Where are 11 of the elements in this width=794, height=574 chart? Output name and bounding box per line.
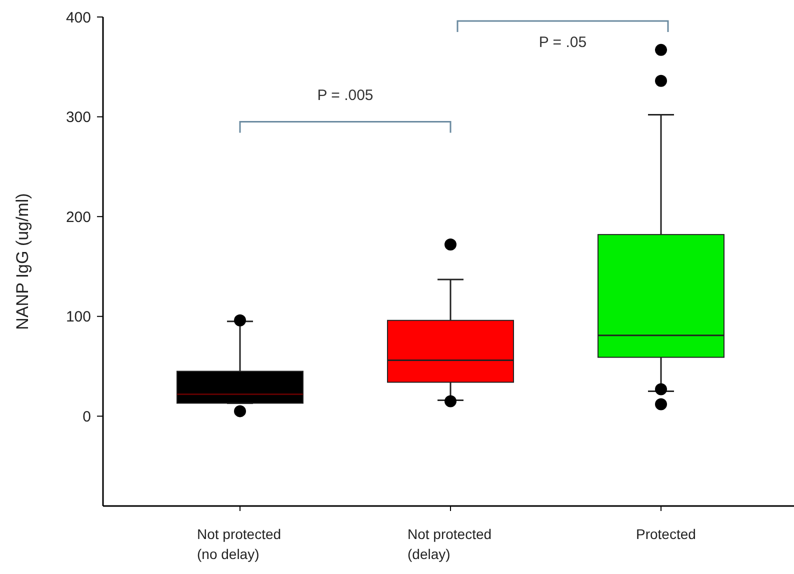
y-axis-title: NANP IgG (ug/ml) bbox=[12, 193, 32, 330]
annotation: P = .005 bbox=[317, 86, 374, 104]
y-tick-label: 100 bbox=[66, 308, 91, 326]
x-tick-label: Protected bbox=[636, 526, 696, 542]
y-tick-label: 0 bbox=[82, 408, 91, 426]
y-tick-label: 300 bbox=[66, 109, 91, 126]
x-tick-label: Not protected (no delay) bbox=[197, 526, 282, 562]
y-tick-label: 200 bbox=[66, 208, 91, 226]
x-tick-label: Not protected (delay) bbox=[408, 526, 492, 562]
y-tick-label: 400 bbox=[66, 9, 91, 26]
annotation: P = .05 bbox=[538, 34, 587, 51]
